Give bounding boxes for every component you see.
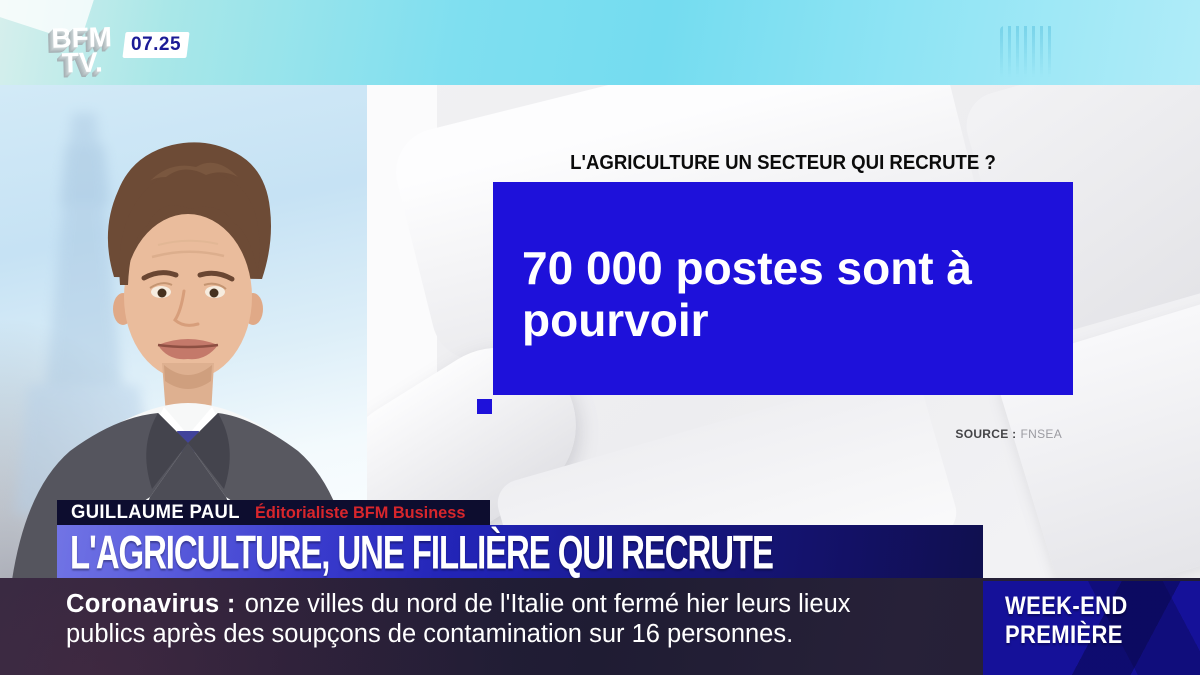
blue-square-decoration <box>477 399 492 414</box>
infographic-title: L'AGRICULTURE UN SECTEUR QUI RECRUTE ? <box>570 152 996 174</box>
bfmtv-logo: BFM TV. <box>49 21 114 78</box>
source-credit: SOURCE : FNSEA <box>860 427 1062 441</box>
presenter <box>12 142 355 580</box>
top-bar: BFM TV. 07.25 <box>0 0 1200 85</box>
lower-third-name: GUILLAUME PAUL Éditorialiste BFM Busines… <box>57 500 490 525</box>
program-line1: WEEK-END <box>1005 592 1128 620</box>
clock-time: 07.25 <box>130 34 182 55</box>
headline-banner: L'AGRICULTURE, UNE FILLIÈRE QUI RECRUTE <box>57 525 983 578</box>
headline-text: L'AGRICULTURE, UNE FILLIÈRE QUI RECRUTE <box>70 525 774 578</box>
presenter-name: GUILLAUME PAUL <box>71 501 240 523</box>
source-value: FNSEA <box>1020 427 1062 441</box>
news-ticker: Coronavirus : onze villes du nord de l'It… <box>0 578 1200 675</box>
clock: 07.25 <box>122 32 190 58</box>
ticker-text2: publics après des soupçons de contaminat… <box>66 620 794 648</box>
source-label: SOURCE : <box>955 427 1017 441</box>
presenter-role: Éditorialiste BFM Business <box>255 502 466 522</box>
program-badge: WEEK-END PREMIÈRE <box>983 581 1200 675</box>
ticker-topic-label: Coronavirus : <box>66 590 236 618</box>
ticker-line1: Coronavirus : onze villes du nord de l'It… <box>66 589 851 619</box>
stat-line2: pourvoir <box>522 294 709 346</box>
program-line2: PREMIÈRE <box>1005 621 1123 649</box>
teal-stripes-decoration <box>1000 26 1054 80</box>
stat-line1: 70 000 postes sont à <box>522 242 972 294</box>
stat-box: 70 000 postes sont à pourvoir <box>493 182 1073 395</box>
presenter-photo <box>12 113 355 580</box>
studio-background <box>0 85 367 580</box>
ticker-text1: onze villes du nord de l'Italie ont ferm… <box>244 590 851 618</box>
